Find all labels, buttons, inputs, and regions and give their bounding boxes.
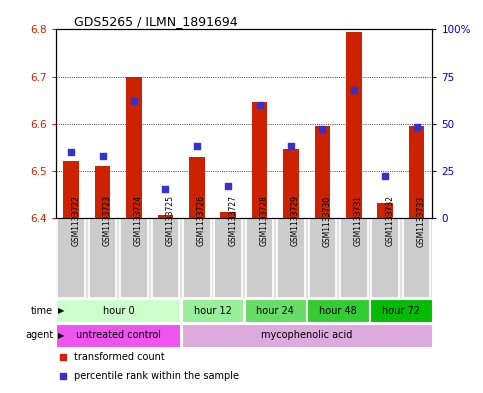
Text: mycophenolic acid: mycophenolic acid — [261, 331, 353, 340]
Text: GSM1133728: GSM1133728 — [260, 195, 269, 246]
Point — [382, 173, 389, 180]
Point — [161, 186, 170, 193]
Bar — [244, 299, 306, 322]
Text: agent: agent — [25, 331, 53, 340]
Point — [130, 98, 138, 104]
Text: GDS5265 / ILMN_1891694: GDS5265 / ILMN_1891694 — [74, 15, 238, 28]
Bar — [403, 218, 430, 298]
Text: GSM1133733: GSM1133733 — [416, 195, 426, 246]
Point — [99, 152, 107, 159]
Text: GSM1133732: GSM1133732 — [385, 195, 394, 246]
Text: GSM1133724: GSM1133724 — [134, 195, 143, 246]
Bar — [56, 324, 181, 347]
Point — [350, 86, 357, 93]
Bar — [371, 218, 399, 298]
Text: hour 48: hour 48 — [319, 306, 357, 316]
Point — [224, 183, 232, 189]
Bar — [307, 299, 369, 322]
Text: GSM1133731: GSM1133731 — [354, 195, 363, 246]
Text: hour 72: hour 72 — [382, 306, 420, 316]
Text: ▶: ▶ — [57, 306, 64, 315]
Text: time: time — [31, 306, 53, 316]
Bar — [63, 161, 79, 218]
Bar — [340, 218, 368, 298]
Bar — [370, 299, 432, 322]
Text: hour 0: hour 0 — [102, 306, 134, 316]
Text: untreated control: untreated control — [76, 331, 161, 340]
Bar — [189, 156, 205, 218]
Bar — [182, 324, 432, 347]
Bar — [57, 218, 85, 298]
Text: ▶: ▶ — [57, 331, 64, 340]
Point — [256, 102, 264, 108]
Bar — [89, 218, 116, 298]
Text: GSM1133722: GSM1133722 — [71, 195, 80, 246]
Bar — [126, 77, 142, 218]
Point — [193, 143, 201, 149]
Bar — [56, 299, 181, 322]
Bar — [214, 218, 242, 298]
Bar — [377, 203, 393, 218]
Bar — [277, 218, 305, 298]
Text: percentile rank within the sample: percentile rank within the sample — [73, 371, 239, 381]
Bar — [95, 166, 111, 218]
Bar — [314, 126, 330, 218]
Bar — [120, 218, 148, 298]
Bar — [346, 32, 362, 218]
Point — [287, 143, 295, 149]
Text: GSM1133729: GSM1133729 — [291, 195, 300, 246]
Bar — [183, 218, 211, 298]
Text: transformed count: transformed count — [73, 352, 164, 362]
Point — [412, 124, 420, 130]
Text: GSM1133726: GSM1133726 — [197, 195, 206, 246]
Point — [319, 126, 327, 132]
Bar — [246, 218, 273, 298]
Bar — [252, 103, 268, 218]
Text: GSM1133730: GSM1133730 — [323, 195, 331, 246]
Text: GSM1133725: GSM1133725 — [165, 195, 174, 246]
Bar — [157, 215, 173, 218]
Text: hour 24: hour 24 — [256, 306, 294, 316]
Bar — [283, 149, 299, 218]
Bar — [409, 126, 425, 218]
Bar — [182, 299, 243, 322]
Bar — [152, 218, 179, 298]
Text: hour 12: hour 12 — [194, 306, 231, 316]
Point — [68, 149, 75, 155]
Text: GSM1133727: GSM1133727 — [228, 195, 237, 246]
Bar — [220, 211, 236, 218]
Text: GSM1133723: GSM1133723 — [103, 195, 112, 246]
Bar — [309, 218, 336, 298]
